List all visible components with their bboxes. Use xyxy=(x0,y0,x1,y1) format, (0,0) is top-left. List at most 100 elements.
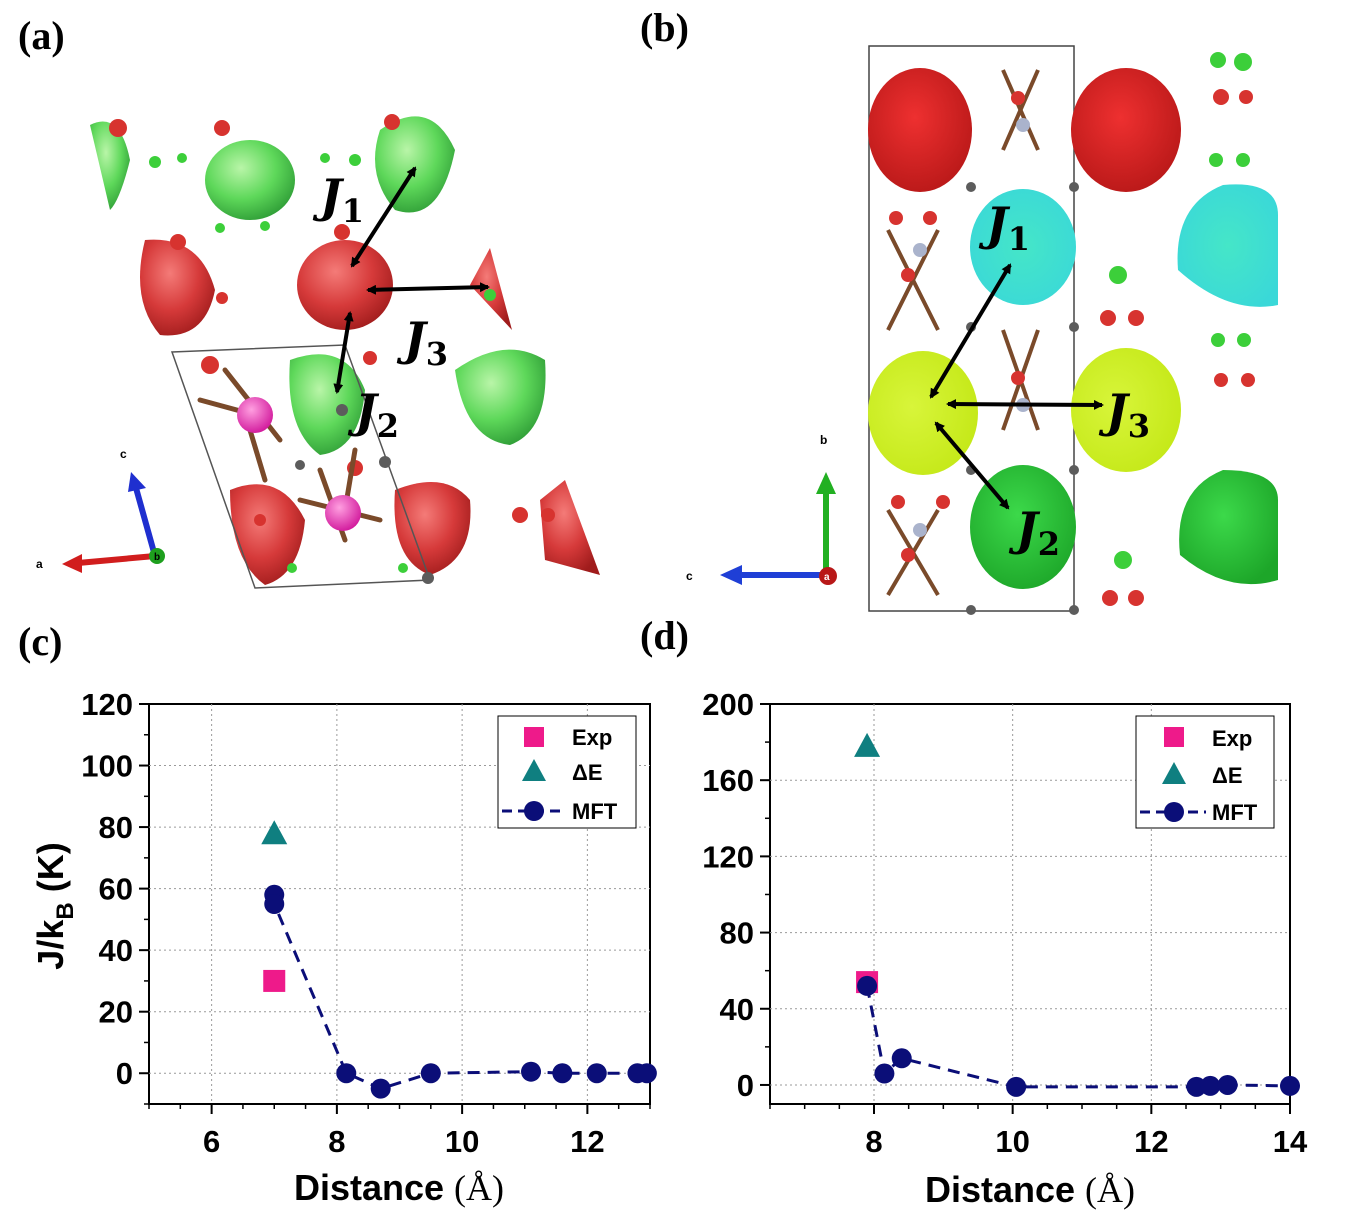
j1-label-a: J xyxy=(312,169,345,223)
j2-sub-a: 2 xyxy=(377,407,399,445)
x-tick-label: 10 xyxy=(995,1124,1029,1159)
mft-line xyxy=(272,894,647,1091)
ticks-d: 8 10 12 14 0 40 80 120 160 200 xyxy=(702,687,1308,1159)
y-tick-label: 200 xyxy=(702,687,754,722)
x-axis-title-c: Distance xyxy=(294,1167,444,1208)
axis-c-label-b: c xyxy=(686,569,693,583)
panel-label-a: (a) xyxy=(18,13,65,58)
x-tick-label: 6 xyxy=(203,1124,220,1159)
mft-point xyxy=(1280,1075,1300,1096)
x-tick-label: 12 xyxy=(570,1124,604,1159)
structure-b: J1 J3 J2 b c a xyxy=(686,45,1278,615)
y-tick-label: 60 xyxy=(99,872,133,907)
axis-triad-b: b c a xyxy=(686,433,837,585)
y-tick-label: 40 xyxy=(99,933,133,968)
legend-marker-mft-d xyxy=(1164,802,1184,822)
molecular-fragments-a xyxy=(109,114,555,526)
y-tick-label: 0 xyxy=(116,1056,133,1091)
mft-point xyxy=(1217,1074,1238,1095)
y-tick-label: 40 xyxy=(720,992,754,1027)
marks-c xyxy=(261,820,657,1099)
y-tick-label: 160 xyxy=(702,763,754,798)
metal-atom-2-a xyxy=(325,495,361,531)
j1-sub-b: 1 xyxy=(1008,220,1030,258)
y-tick-label: 80 xyxy=(99,810,133,845)
j3-sub-b: 3 xyxy=(1128,407,1150,445)
marks-d xyxy=(854,732,1300,1097)
legend-label-deltae-d: ΔE xyxy=(1212,763,1243,788)
axis-b-label-b: b xyxy=(820,433,827,447)
y-tick-label: 120 xyxy=(702,839,754,874)
mft-point xyxy=(636,1063,657,1084)
plot-frame-d xyxy=(769,703,1291,1105)
legend-marker-deltae-c xyxy=(522,759,546,781)
svg-text:Distance (Å): Distance (Å) xyxy=(925,1169,1135,1210)
y-tick-label: 0 xyxy=(737,1068,754,1103)
structure-a: J1 J3 J2 a c b xyxy=(36,114,600,589)
x-axis-unit-d: (Å) xyxy=(1085,1170,1135,1210)
j2-sub-b: 2 xyxy=(1038,525,1060,563)
svg-text:J2: J2 xyxy=(347,384,399,445)
j3-sub-a: 3 xyxy=(426,335,448,373)
y-tick-label: 100 xyxy=(81,749,133,784)
exchange-arrows-b xyxy=(929,263,1104,510)
legend-label-exp-d: Exp xyxy=(1212,726,1252,751)
legend-c: Exp ΔE MFT xyxy=(497,715,637,829)
mft-point xyxy=(857,975,878,996)
molecular-fragments-b xyxy=(886,69,1040,597)
axis-a-label-b: a xyxy=(824,572,830,583)
svg-text:J1: J1 xyxy=(312,169,364,230)
chart-d: 8 10 12 14 0 40 80 120 160 200 Distance (Å) Exp Δ… xyxy=(702,687,1308,1210)
j1-sub-a: 1 xyxy=(342,192,364,230)
mft-point xyxy=(1200,1075,1221,1096)
legend-label-mft-d: MFT xyxy=(1212,800,1258,825)
mft-point xyxy=(370,1078,391,1099)
y-tick-label: 80 xyxy=(720,916,754,951)
y-axis-unit-c: (K) xyxy=(30,842,71,892)
mft-point xyxy=(336,1063,357,1084)
panel-label-b: (b) xyxy=(640,5,689,50)
small-lobes-b xyxy=(889,52,1255,606)
x-tick-label: 12 xyxy=(1134,1124,1168,1159)
legend-marker-deltae-d xyxy=(1162,762,1186,784)
axis-b-label-a: b xyxy=(154,552,160,563)
panel-label-d: (d) xyxy=(640,613,689,658)
mft-point xyxy=(264,894,285,914)
mft-point xyxy=(552,1063,573,1084)
exchange-arrows-a xyxy=(333,166,490,394)
mft-point xyxy=(420,1063,441,1084)
mft-point xyxy=(586,1063,607,1084)
legend-marker-mft-c xyxy=(524,801,544,821)
y-tick-label: 120 xyxy=(81,687,133,722)
gridlines-c xyxy=(149,704,650,1104)
svg-text:J/kB (K): J/kB (K) xyxy=(30,842,81,969)
x-tick-label: 8 xyxy=(865,1124,882,1159)
j3-label-a: J xyxy=(396,312,429,366)
exp-point xyxy=(263,969,286,992)
mft-point xyxy=(874,1063,895,1084)
legend-marker-exp-c xyxy=(524,727,544,747)
mft-point xyxy=(1006,1076,1027,1097)
legend-marker-exp-d xyxy=(1164,727,1184,747)
mft-line xyxy=(865,985,1291,1089)
legend-label-deltae-c: ΔE xyxy=(572,760,603,785)
x-tick-label: 10 xyxy=(445,1124,479,1159)
deltae-point xyxy=(854,732,881,757)
x-tick-label: 8 xyxy=(328,1124,345,1159)
y-tick-label: 20 xyxy=(99,995,133,1030)
deltae-point xyxy=(261,820,288,845)
legend-label-mft-c: MFT xyxy=(572,799,618,824)
svg-text:J3: J3 xyxy=(396,312,448,373)
axis-triad-a: a c b xyxy=(36,447,165,573)
x-axis-title-d: Distance xyxy=(925,1169,1075,1210)
svg-text:Distance (Å): Distance (Å) xyxy=(294,1167,504,1208)
x-tick-label: 14 xyxy=(1273,1124,1308,1159)
axis-a-label-a: a xyxy=(36,557,43,571)
x-axis-unit-c: (Å) xyxy=(454,1168,504,1208)
metal-atom-1-a xyxy=(237,397,273,433)
axis-c-label-a: c xyxy=(120,447,127,461)
legend-label-exp-c: Exp xyxy=(572,725,612,750)
legend-d: Exp ΔE MFT xyxy=(1135,715,1275,829)
